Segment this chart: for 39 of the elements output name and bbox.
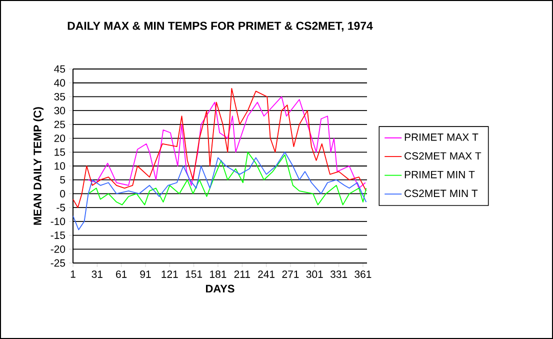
x-tick-label: 241 <box>258 270 275 278</box>
x-tick-label: 331 <box>330 270 348 278</box>
legend-label: CS2MET MIN T <box>404 190 478 198</box>
y-tick-label: -10 <box>50 218 66 226</box>
line-series <box>73 88 367 208</box>
y-tick-label: 30 <box>54 106 66 114</box>
y-tick-label: 5 <box>60 176 66 184</box>
x-tick-label: 91 <box>140 270 151 278</box>
x-tick-label: 181 <box>210 270 226 278</box>
x-tick-label: 151 <box>186 270 202 278</box>
x-tick-label: 361 <box>354 270 372 278</box>
x-tick-label: 271 <box>282 270 299 278</box>
x-tick-label: 301 <box>306 270 323 278</box>
y-axis-title: MEAN DAILY TEMP (C) <box>33 107 44 225</box>
x-tick-label: 121 <box>162 270 178 278</box>
y-tick-label: 40 <box>54 79 66 87</box>
line-series <box>88 96 366 189</box>
y-tick-label: 35 <box>54 93 66 100</box>
y-tick-label: -15 <box>50 232 66 239</box>
y-tick-label: 15 <box>54 148 66 156</box>
y-tick-label: 25 <box>54 120 66 128</box>
y-tick-label: 0 <box>60 190 66 198</box>
y-tick-label: -20 <box>50 245 66 253</box>
line-series <box>88 152 367 206</box>
x-tick-label: 61 <box>116 270 127 278</box>
x-tick-label: 1 <box>70 270 76 278</box>
legend-label: PRIMET MIN T <box>404 171 475 178</box>
legend-label: CS2MET MAX T <box>404 152 482 160</box>
x-tick-label: 31 <box>92 270 102 278</box>
y-tick-label: -25 <box>50 259 66 267</box>
x-tick-label: 211 <box>234 270 250 278</box>
legend-label: PRIMET MAX T <box>404 134 478 141</box>
chart-title: DAILY MAX & MIN TEMPS FOR PRIMET & CS2MET, 1974 <box>68 22 373 32</box>
y-tick-label: 45 <box>54 65 66 73</box>
y-tick-label: -5 <box>56 204 66 212</box>
y-tick-label: 20 <box>54 134 66 142</box>
x-axis-title: DAYS <box>206 284 234 293</box>
y-tick-label: 10 <box>54 162 66 170</box>
line-series <box>73 152 367 230</box>
